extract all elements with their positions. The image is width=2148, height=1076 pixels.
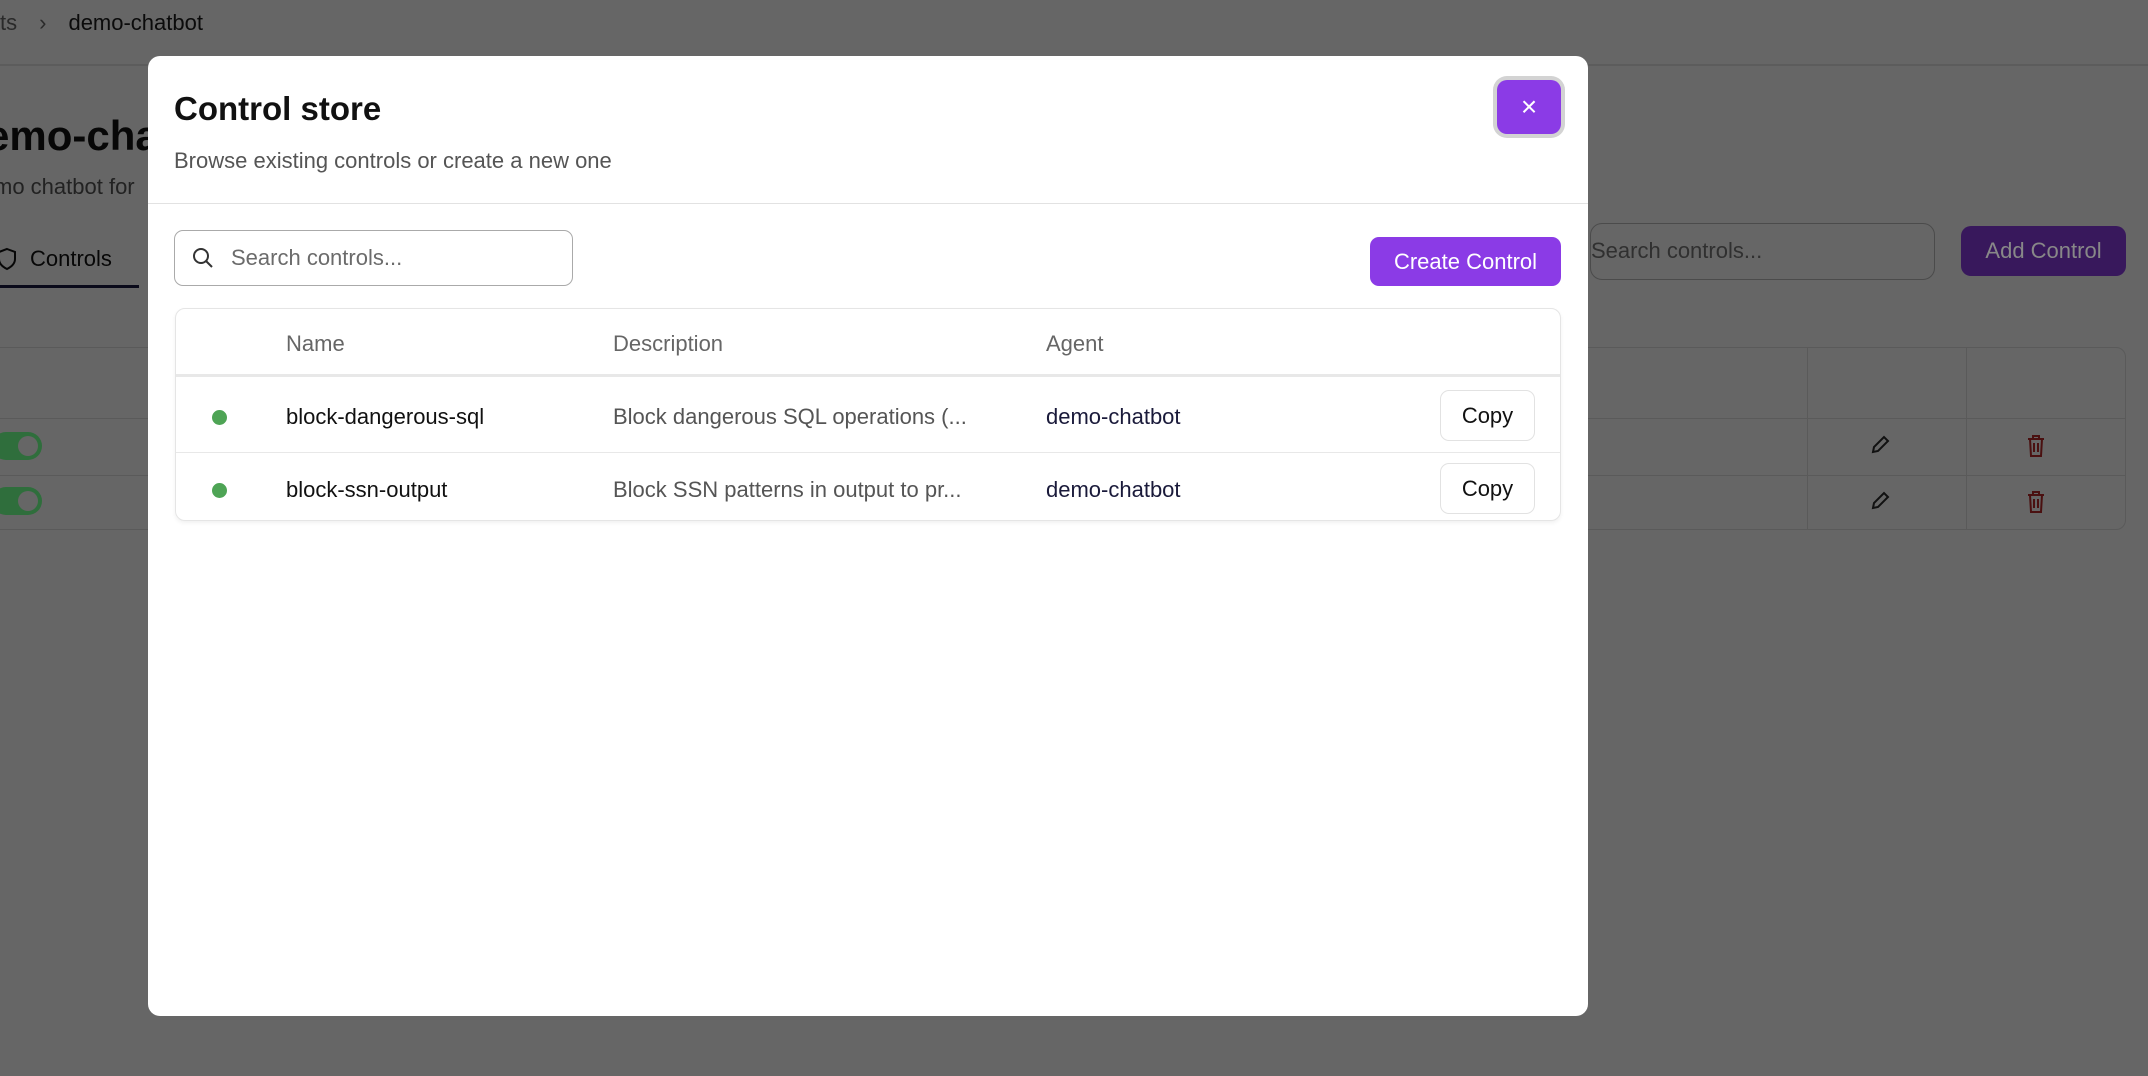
table-header: Name Description Agent — [176, 309, 1560, 377]
column-header-agent[interactable]: Agent — [1046, 331, 1104, 356]
control-description: Block dangerous SQL operations (... — [613, 404, 967, 429]
add-control-button[interactable]: Add Control — [1961, 226, 2126, 276]
breadcrumb-separator-icon: › — [39, 10, 47, 35]
tab-controls[interactable]: Controls — [0, 246, 112, 272]
dialog-title: Control store — [174, 90, 382, 127]
breadcrumb-current: demo-chatbot — [68, 10, 203, 35]
active-tab-indicator — [0, 285, 139, 288]
control-agent: demo-chatbot — [1046, 477, 1181, 502]
copy-button[interactable]: Copy — [1440, 390, 1535, 441]
breadcrumb-parent[interactable]: ts — [0, 10, 18, 35]
search-field[interactable] — [174, 230, 573, 286]
delete-trash-icon[interactable] — [2025, 434, 2047, 463]
search-icon — [193, 248, 213, 268]
control-agent: demo-chatbot — [1046, 404, 1181, 429]
create-control-button[interactable]: Create Control — [1370, 237, 1561, 286]
delete-trash-icon[interactable] — [2025, 490, 2047, 519]
control-name: block-ssn-output — [286, 477, 448, 502]
close-icon: × — [1520, 91, 1538, 122]
edit-pencil-icon[interactable] — [1869, 434, 1891, 461]
dialog-divider — [148, 203, 1588, 204]
close-button[interactable]: × — [1497, 80, 1561, 134]
enabled-toggle[interactable] — [0, 432, 42, 460]
status-dot — [212, 483, 227, 498]
page-subtitle: mo chatbot for — [0, 174, 135, 199]
column-header-name[interactable]: Name — [286, 331, 345, 356]
table-row[interactable]: block-ssn-output Block SSN patterns in o… — [176, 452, 1560, 524]
breadcrumb: ts › demo-chatbot — [0, 10, 203, 36]
dialog-subtitle: Browse existing controls or create a new… — [174, 148, 612, 173]
table-row[interactable]: block-dangerous-sql Block dangerous SQL … — [176, 380, 1560, 452]
control-name: block-dangerous-sql — [286, 404, 485, 429]
tab-label: Controls — [30, 246, 112, 271]
search-input[interactable] — [231, 245, 551, 271]
status-dot — [212, 410, 227, 425]
control-store-dialog: Control store Browse existing controls o… — [148, 56, 1588, 1016]
table-column-divider — [1807, 348, 1808, 529]
page-title: emo-cha — [0, 112, 159, 159]
controls-table: Name Description Agent block-dangerous-s… — [175, 308, 1561, 521]
copy-button[interactable]: Copy — [1440, 463, 1535, 514]
controls-search-input[interactable]: Search controls... — [1590, 223, 1935, 280]
control-description: Block SSN patterns in output to pr... — [613, 477, 962, 502]
shield-icon — [0, 247, 16, 271]
enabled-toggle[interactable] — [0, 487, 42, 515]
table-column-divider — [1966, 348, 1967, 529]
edit-pencil-icon[interactable] — [1869, 490, 1891, 517]
column-header-description[interactable]: Description — [613, 331, 724, 356]
